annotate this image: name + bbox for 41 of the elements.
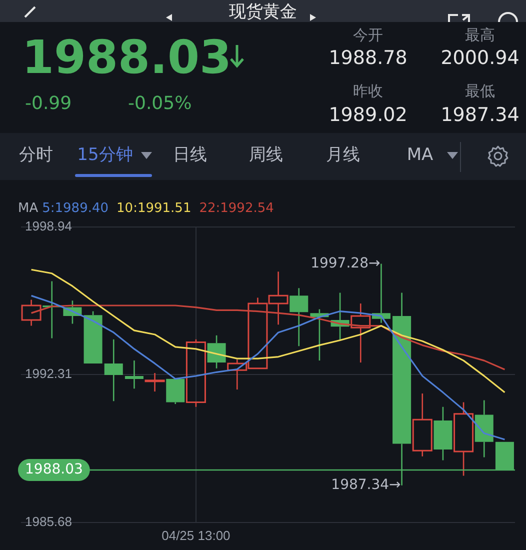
candlestick: [350, 302, 371, 364]
candlestick: [104, 338, 123, 402]
text: 月线: [326, 145, 360, 165]
y-tick-label: 1985.68: [25, 514, 72, 529]
candlestick: [474, 400, 494, 458]
annotation: 1987.34→: [331, 477, 402, 494]
candlestick: [144, 372, 165, 392]
candlestick: [166, 378, 185, 405]
candlestick: [454, 402, 474, 476]
x-tick-label: 04/25 13:00: [162, 528, 230, 543]
text: 周线: [249, 145, 283, 165]
text: 15分钟: [77, 145, 133, 165]
text: 最低: [465, 82, 495, 100]
text: 10:1991.51: [116, 201, 192, 216]
y-tick-label: 1998.94: [25, 218, 72, 234]
text: 最高: [465, 26, 495, 44]
legend-title: MA: [18, 201, 38, 216]
text: 1988.78: [328, 47, 408, 69]
text: -0.99: [25, 93, 72, 114]
text: 今开: [353, 26, 383, 44]
text: 日线: [173, 145, 207, 165]
text: 昨收: [353, 82, 383, 100]
text: MA: [406, 145, 434, 165]
text: 22:1992.54: [199, 201, 274, 216]
candlestick: [290, 287, 308, 347]
chart-title: 现货黄金: [229, 2, 297, 22]
text: 1989.02: [328, 104, 408, 126]
ref-line-label: 1988.03: [25, 462, 83, 478]
text: 2000.94: [440, 47, 520, 69]
text: 分时: [19, 145, 53, 165]
text: 5:1989.40: [42, 201, 109, 216]
text: -0.05%: [128, 93, 192, 114]
candlestick: [412, 392, 432, 458]
annotation: 1997.28→: [310, 255, 380, 272]
text: 1988.03: [22, 30, 232, 84]
candlestick: [434, 406, 452, 461]
y-tick-label: 1992.31: [25, 366, 72, 382]
candlestick: [21, 299, 42, 326]
candlestick: [207, 334, 226, 370]
text: 1987.34: [440, 104, 520, 126]
candlestick: [124, 360, 144, 390]
